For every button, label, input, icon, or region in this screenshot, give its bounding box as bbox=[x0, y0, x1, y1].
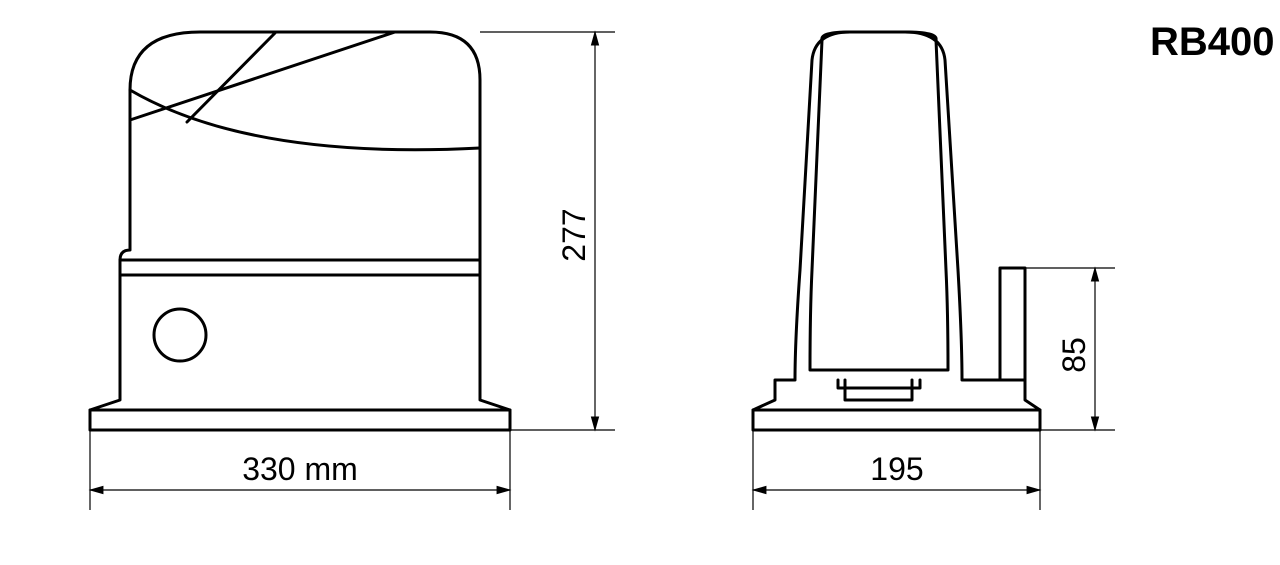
dim-side-width-label: 195 bbox=[870, 451, 923, 487]
dim-front-width-label: 330 mm bbox=[242, 451, 358, 487]
dim-side-cable-label: 85 bbox=[1056, 337, 1092, 373]
front-outline bbox=[90, 32, 510, 430]
front-view bbox=[90, 32, 510, 430]
model-name: RB400 bbox=[1150, 20, 1275, 65]
technical-drawing: 330 mm 277 195 85 bbox=[0, 0, 1280, 565]
dim-front-height-label: 277 bbox=[556, 208, 592, 261]
side-view bbox=[753, 32, 1040, 430]
